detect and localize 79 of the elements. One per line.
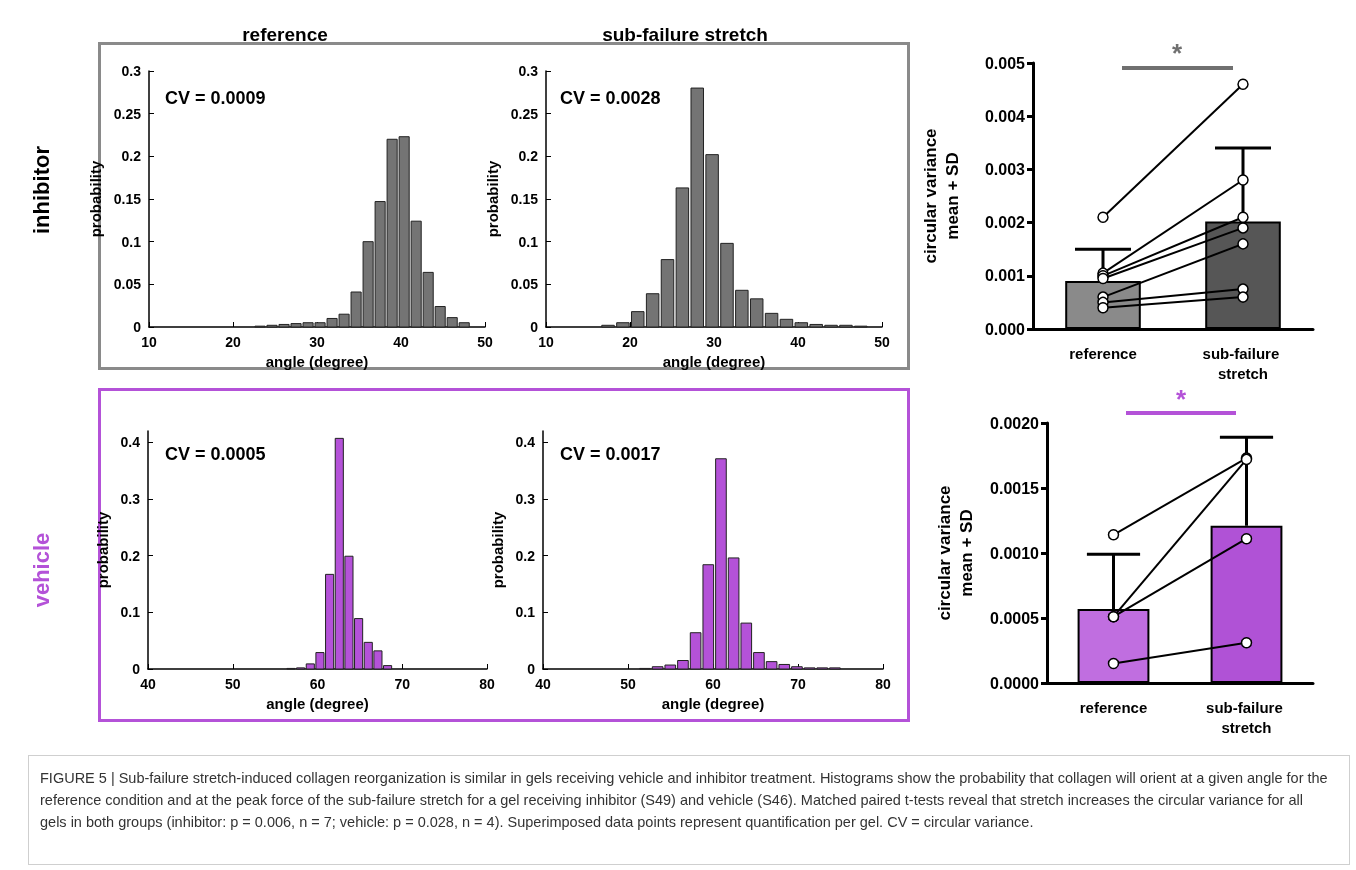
x-tick-label: 40 — [393, 334, 409, 350]
caption: FIGURE 5 | Sub-failure stretch-induced collagen reorganization is similar in gels receiving vehicle and inhibitor treatment. Histograms show the probability that collagen will orient at a given angle for the reference condition and at the peak force of the sub-failure stretch for a gel receiving inhibitor (S49) and vehicle (S46). Matched paired t-tests reveal that stretch increases the circular variance for all gels in both groups (inhibitor: p = 0.006, n = 7; vehicle: p = 0.028, n = 4). Superimposed data points represent quantification per gel. CV = circular variance. — [40, 769, 1329, 832]
y-axis-title: probability — [93, 511, 111, 589]
text: vehicle — [29, 532, 55, 608]
x-tick-label: sub-failure stretch — [1206, 698, 1287, 736]
annotation: CV = 0.0028 — [560, 88, 661, 109]
annotation: * — [1171, 38, 1183, 69]
y-tick-label: 0.0020 — [990, 414, 1040, 432]
y-axis-title: probability — [483, 160, 501, 238]
y-tick-label: 0.001 — [984, 267, 1026, 285]
x-tick-label: 10 — [538, 334, 554, 350]
y-tick-label: 0 — [527, 661, 536, 677]
x-tick-label: 20 — [225, 334, 241, 350]
y-tick-label: 0.4 — [515, 434, 536, 451]
y-tick-label: 0.004 — [984, 107, 1026, 125]
annotation: CV = 0.0017 — [560, 444, 661, 465]
x-tick-label: 40 — [535, 676, 551, 692]
x-tick-label: 70 — [394, 676, 411, 692]
y-tick-label: 0.15 — [113, 191, 142, 207]
x-tick-label: 40 — [790, 334, 806, 350]
y-tick-label: 0.2 — [120, 547, 141, 564]
y-tick-label: 0.25 — [510, 105, 539, 122]
x-tick-label: 30 — [706, 334, 722, 350]
x-tick-label: 20 — [622, 334, 638, 350]
y-tick-label: 0.05 — [113, 276, 142, 293]
x-tick-label: 60 — [705, 676, 721, 692]
x-tick-label: 80 — [875, 676, 891, 692]
y-tick-label: 0.0005 — [990, 609, 1040, 627]
chart-title: reference — [242, 24, 328, 45]
x-tick-label: 40 — [140, 676, 156, 692]
y-tick-label: 0.0010 — [990, 544, 1040, 562]
y-tick-label: 0 — [530, 319, 539, 335]
y-tick-label: 0.4 — [120, 434, 141, 451]
x-axis-title: angle (degree) — [266, 694, 369, 712]
x-axis-title: angle (degree) — [265, 352, 369, 370]
x-axis-title: angle (degree) — [661, 694, 765, 712]
x-tick-label: 30 — [309, 334, 325, 350]
y-tick-label: 0.2 — [121, 148, 142, 165]
y-tick-label: 0.005 — [984, 54, 1026, 72]
annotation: CV = 0.0009 — [165, 88, 266, 109]
x-tick-label: reference — [1069, 344, 1137, 362]
y-tick-label: 0.05 — [510, 276, 539, 293]
y-tick-label: 0.0000 — [990, 674, 1040, 692]
x-tick-label: 10 — [141, 334, 157, 350]
x-axis-title: angle (degree) — [662, 352, 766, 370]
y-axis-title: probability — [488, 511, 506, 589]
y-axis-title: probability — [86, 160, 104, 238]
y-tick-label: 0 — [133, 319, 142, 335]
y-tick-label: 0.3 — [518, 63, 539, 79]
x-tick-label: 60 — [309, 676, 326, 692]
x-tick-label: 70 — [790, 676, 806, 692]
y-tick-label: 0.2 — [515, 547, 536, 564]
y-tick-label: 0.1 — [121, 233, 142, 250]
text: * — [1175, 384, 1187, 415]
y-tick-label: 0.000 — [984, 320, 1026, 338]
y-tick-label: 0.003 — [984, 160, 1026, 178]
y-tick-label: 0.3 — [120, 491, 141, 507]
y-tick-label: 0.3 — [121, 63, 142, 79]
x-tick-label: sub-failure stretch — [1202, 344, 1284, 382]
y-tick-label: 0.2 — [518, 148, 539, 165]
y-tick-label: 0.1 — [515, 604, 536, 621]
x-tick-label: 50 — [620, 676, 636, 692]
x-tick-label: 80 — [479, 676, 495, 692]
y-tick-label: 0.1 — [120, 604, 141, 621]
annotation: CV = 0.0005 — [165, 444, 266, 465]
y-tick-label: 0.15 — [510, 191, 539, 207]
x-tick-label: 50 — [477, 334, 493, 350]
y-tick-label: 0.25 — [113, 105, 142, 122]
x-tick-label: 50 — [874, 334, 890, 350]
y-tick-label: 0.3 — [515, 491, 536, 507]
chart-title: sub-failure stretch — [602, 24, 768, 45]
x-tick-label: 50 — [224, 676, 241, 692]
y-tick-label: 0.0015 — [990, 479, 1040, 497]
y-axis-title: circular variance mean + SD — [934, 485, 976, 621]
y-tick-label: 0.002 — [984, 214, 1026, 232]
y-tick-label: 0 — [132, 661, 141, 677]
y-axis-title: circular variance mean + SD — [920, 128, 962, 264]
text: inhibitor — [29, 146, 55, 234]
y-tick-label: 0.1 — [518, 233, 539, 250]
